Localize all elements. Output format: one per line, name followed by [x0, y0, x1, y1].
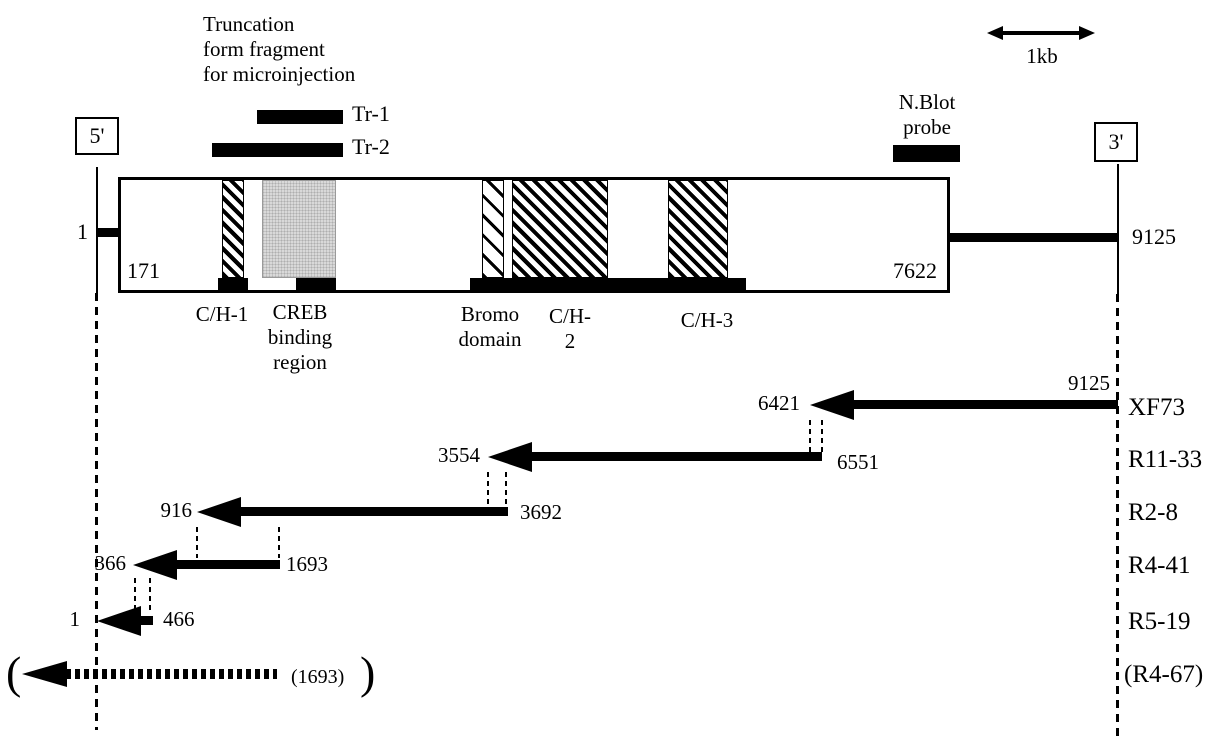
five-prime-dashed-line — [95, 293, 98, 730]
r467-dashed-arrow-body — [66, 669, 277, 679]
three-prime-dashed-line — [1116, 294, 1119, 742]
r519-arrow-body — [140, 616, 153, 625]
connector-r441-r519-a — [134, 578, 136, 610]
ch1-domain-label: C/H-1 — [195, 302, 249, 326]
connector-r441-r519-b — [149, 578, 151, 610]
xf73-left-coord: 6421 — [758, 391, 800, 415]
ch3-domain-label: C/H-3 — [680, 308, 734, 332]
ch3-domain-block — [668, 180, 728, 278]
r1133-left-coord: 3554 — [438, 443, 480, 467]
ch2-label-line1: C/H- — [549, 304, 591, 328]
r1133-right-coord: 6551 — [837, 450, 879, 474]
r441-arrowhead-icon — [133, 550, 177, 580]
r441-right-coord: 1693 — [286, 552, 328, 576]
three-prime-utr-bar — [950, 233, 1118, 242]
connector-r28-r441-b — [278, 527, 280, 558]
r28-left-coord: 916 — [160, 498, 193, 522]
bromo-ch2-ch3-bottom-bar — [470, 278, 746, 291]
ch2-label-line2: 2 — [564, 329, 576, 353]
r1133-arrowhead-icon — [488, 442, 532, 472]
ch2-domain-block — [512, 180, 608, 278]
xf73-name: XF73 — [1128, 394, 1185, 421]
truncation-note-line1: Truncation — [203, 12, 295, 36]
r467-name: (R4-67) — [1124, 661, 1204, 688]
ch2-domain-label: C/H- 2 — [535, 304, 605, 354]
bromo-label-line1: Bromo — [460, 302, 520, 326]
ch1-bottom-bar — [218, 278, 248, 291]
map-start-tick — [97, 228, 119, 237]
r467-arrowhead-icon — [22, 661, 67, 687]
xf73-arrow-body — [853, 400, 1118, 409]
scale-right-arrowhead-icon — [1079, 26, 1095, 40]
connector-xf73-r1133-b — [821, 420, 823, 452]
connector-r1133-r28-a — [487, 472, 489, 504]
connector-r28-r441-a — [196, 527, 198, 558]
nblot-label-line1: N.Blot — [898, 90, 956, 114]
truncation-note-line2: form fragment — [203, 37, 325, 61]
r467-right-coord: (1693) — [291, 666, 345, 688]
tr2-label: Tr-2 — [352, 134, 390, 159]
three-prime-line — [1117, 164, 1119, 294]
r1133-name: R11-33 — [1128, 446, 1203, 473]
r1133-arrow-body — [531, 452, 822, 461]
creb-bottom-bar — [296, 278, 336, 291]
bromo-domain-label: Bromo domain — [448, 302, 532, 352]
r519-left-coord: 1 — [69, 607, 81, 631]
creb-binding-region-block — [262, 180, 336, 278]
r467-paren-close: ) — [360, 647, 376, 698]
tr2-fragment-bar — [212, 143, 343, 157]
r519-arrowhead-icon — [97, 606, 141, 636]
creb-binding-region-label: CREB binding region — [260, 300, 340, 375]
xf73-arrowhead-icon — [810, 390, 854, 420]
scale-line — [997, 31, 1085, 35]
r441-left-coord: 366 — [94, 551, 127, 575]
r519-name: R5-19 — [1128, 608, 1191, 635]
bromo-domain-block — [482, 180, 504, 278]
cdna-box-end-label: 7622 — [893, 258, 937, 283]
connector-r1133-r28-b — [505, 472, 507, 504]
creb-label-line3: region — [273, 350, 327, 374]
xf73-right-coord: 9125 — [1068, 371, 1110, 395]
map-end-label: 9125 — [1132, 224, 1176, 249]
r519-right-coord: 466 — [163, 607, 195, 631]
connector-xf73-r1133-a — [809, 420, 811, 452]
cdna-box-start-label: 171 — [127, 258, 160, 283]
scale-left-arrowhead-icon — [987, 26, 1003, 40]
r28-right-coord: 3692 — [520, 500, 562, 524]
tr1-label: Tr-1 — [352, 101, 390, 126]
r441-arrow-body — [176, 560, 280, 569]
nblot-probe-bar — [893, 145, 960, 162]
r441-name: R4-41 — [1128, 552, 1191, 579]
scale-label: 1kb — [1026, 44, 1058, 68]
creb-label-line1: CREB — [272, 300, 328, 324]
map-start-label: 1 — [77, 219, 88, 244]
r28-arrow-body — [240, 507, 508, 516]
five-prime-box: 5' — [75, 117, 119, 155]
three-prime-box: 3' — [1094, 122, 1138, 162]
creb-label-line2: binding — [267, 325, 333, 349]
scale-bar-arrow — [987, 26, 1095, 40]
tr1-fragment-bar — [257, 110, 343, 124]
nblot-label-line2: probe — [903, 115, 951, 139]
bromo-label-line2: domain — [458, 327, 522, 351]
r28-name: R2-8 — [1128, 499, 1178, 526]
nblot-probe-label: N.Blot probe — [890, 90, 964, 140]
truncation-note-line3: for microinjection — [203, 62, 356, 86]
r28-arrowhead-icon — [197, 497, 241, 527]
truncation-note: Truncation form fragment for microinject… — [203, 12, 355, 87]
r467-paren-open: ( — [6, 647, 22, 698]
ch1-domain-block — [222, 180, 244, 278]
